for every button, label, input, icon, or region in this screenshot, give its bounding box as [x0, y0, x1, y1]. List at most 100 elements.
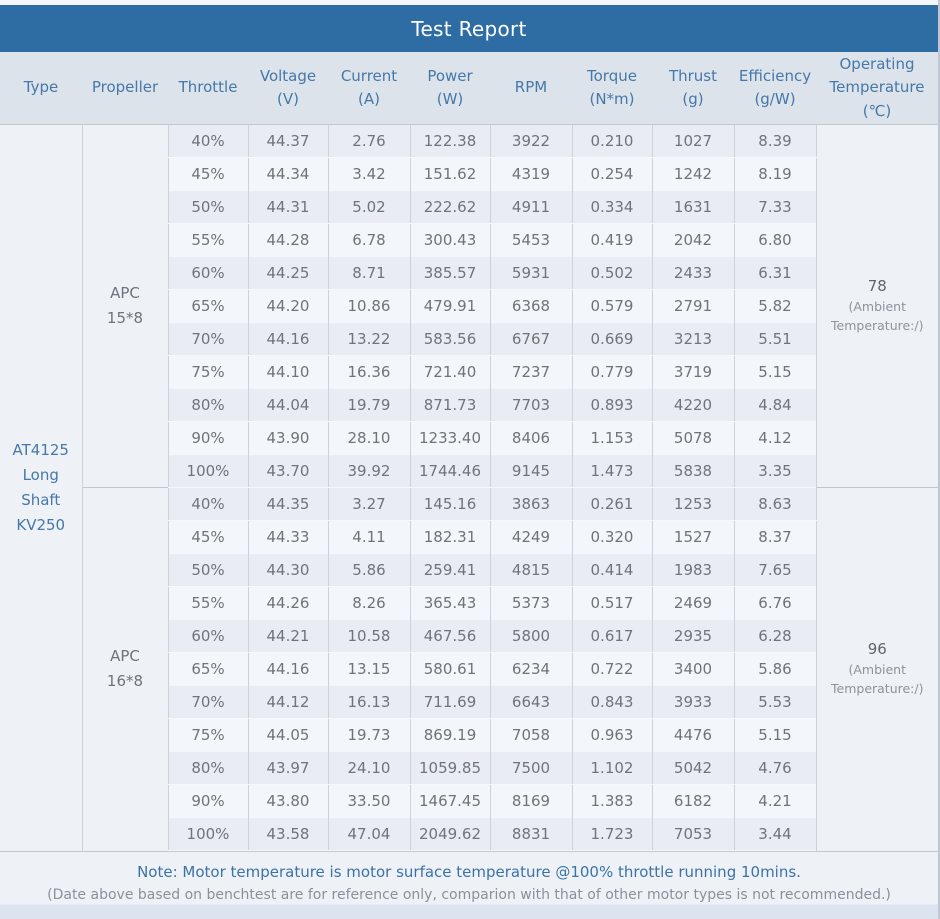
value-cell: 44.21	[247, 619, 328, 653]
value-cell: 44.12	[247, 685, 328, 719]
value-cell: 5.02	[327, 190, 410, 224]
value-cell: 3213	[651, 322, 734, 356]
operating-temperature-cell: 78 (Ambient Temperature:/)	[815, 124, 938, 488]
value-cell: 43.70	[247, 454, 328, 488]
page-bottom-strip	[0, 904, 938, 919]
value-cell: 1467.45	[409, 784, 490, 818]
value-cell: 2042	[651, 223, 734, 257]
throttle-cell: 75%	[167, 355, 248, 389]
value-cell: 5.86	[733, 652, 816, 686]
table-row: 100% 43.70 39.92 1744.46 9145 1.473 5838 3.35	[0, 454, 938, 488]
value-cell: 28.10	[327, 421, 410, 455]
value-cell: 0.414	[571, 553, 652, 587]
value-cell: 7.65	[733, 553, 816, 587]
table-row: 45% 44.33 4.11 182.31 4249 0.320 1527 8.37	[0, 520, 938, 554]
throttle-cell: 70%	[167, 322, 248, 356]
table-row: 90% 43.90 28.10 1233.40 8406 1.153 5078 4.12	[0, 421, 938, 455]
table-row: 70% 44.12 16.13 711.69 6643 0.843 3933 5.53	[0, 685, 938, 719]
col-header-rpm: RPM	[490, 52, 572, 125]
value-cell: 5078	[651, 421, 734, 455]
table-row: 100% 43.58 47.04 2049.62 8831 1.723 7053 3.44	[0, 817, 938, 851]
throttle-cell: 75%	[167, 718, 248, 752]
value-cell: 43.90	[247, 421, 328, 455]
value-cell: 0.963	[571, 718, 652, 752]
value-cell: 13.22	[327, 322, 410, 356]
value-cell: 8.39	[733, 124, 816, 158]
value-cell: 4815	[489, 553, 572, 587]
table-row: 60% 44.25 8.71 385.57 5931 0.502 2433 6.31	[0, 256, 938, 290]
table-row: 75% 44.10 16.36 721.40 7237 0.779 3719 5.15	[0, 355, 938, 389]
value-cell: 1.153	[571, 421, 652, 455]
value-cell: 7500	[489, 751, 572, 785]
value-cell: 0.893	[571, 388, 652, 422]
value-cell: 385.57	[409, 256, 490, 290]
value-cell: 44.16	[247, 652, 328, 686]
value-cell: 1744.46	[409, 454, 490, 488]
value-cell: 8169	[489, 784, 572, 818]
value-cell: 3.27	[327, 487, 410, 521]
value-cell: 4319	[489, 157, 572, 191]
value-cell: 4476	[651, 718, 734, 752]
value-cell: 8.26	[327, 586, 410, 620]
col-header-propeller: Propeller	[82, 52, 168, 125]
value-cell: 44.35	[247, 487, 328, 521]
value-cell: 44.30	[247, 553, 328, 587]
value-cell: 3933	[651, 685, 734, 719]
value-cell: 122.38	[409, 124, 490, 158]
value-cell: 0.334	[571, 190, 652, 224]
value-cell: 0.210	[571, 124, 652, 158]
value-cell: 44.25	[247, 256, 328, 290]
report-table-body: AT4125 Long Shaft KV250 APC 15*8 40% 44.37 2…	[0, 124, 938, 851]
value-cell: 5.15	[733, 355, 816, 389]
throttle-cell: 100%	[167, 817, 248, 851]
col-header-torque: Torque (N*m)	[572, 52, 652, 125]
throttle-cell: 55%	[167, 586, 248, 620]
value-cell: 4220	[651, 388, 734, 422]
value-cell: 9145	[489, 454, 572, 488]
value-cell: 5042	[651, 751, 734, 785]
throttle-cell: 40%	[167, 487, 248, 521]
value-cell: 300.43	[409, 223, 490, 257]
page-top-margin	[0, 0, 938, 5]
value-cell: 0.254	[571, 157, 652, 191]
throttle-cell: 90%	[167, 421, 248, 455]
value-cell: 1527	[651, 520, 734, 554]
table-row: 80% 44.04 19.79 871.73 7703 0.893 4220 4.84	[0, 388, 938, 422]
value-cell: 1059.85	[409, 751, 490, 785]
value-cell: 4.76	[733, 751, 816, 785]
table-row: 50% 44.31 5.02 222.62 4911 0.334 1631 7.33	[0, 190, 938, 224]
value-cell: 4.84	[733, 388, 816, 422]
motor-type-cell: AT4125 Long Shaft KV250	[0, 124, 82, 851]
value-cell: 7058	[489, 718, 572, 752]
value-cell: 44.16	[247, 322, 328, 356]
value-cell: 0.502	[571, 256, 652, 290]
value-cell: 44.28	[247, 223, 328, 257]
value-cell: 3719	[651, 355, 734, 389]
value-cell: 0.419	[571, 223, 652, 257]
value-cell: 4911	[489, 190, 572, 224]
table-row: 75% 44.05 19.73 869.19 7058 0.963 4476 5.15	[0, 718, 938, 752]
table-row: 50% 44.30 5.86 259.41 4815 0.414 1983 7.65	[0, 553, 938, 587]
propeller-cell: APC 16*8	[81, 487, 168, 851]
value-cell: 7.33	[733, 190, 816, 224]
value-cell: 44.05	[247, 718, 328, 752]
value-cell: 44.31	[247, 190, 328, 224]
value-cell: 6.78	[327, 223, 410, 257]
value-cell: 151.62	[409, 157, 490, 191]
value-cell: 3400	[651, 652, 734, 686]
value-cell: 0.617	[571, 619, 652, 653]
throttle-cell: 60%	[167, 256, 248, 290]
value-cell: 43.97	[247, 751, 328, 785]
value-cell: 259.41	[409, 553, 490, 587]
throttle-cell: 55%	[167, 223, 248, 257]
value-cell: 711.69	[409, 685, 490, 719]
table-row: 60% 44.21 10.58 467.56 5800 0.617 2935 6.28	[0, 619, 938, 653]
value-cell: 6767	[489, 322, 572, 356]
value-cell: 6368	[489, 289, 572, 323]
value-cell: 5838	[651, 454, 734, 488]
value-cell: 0.779	[571, 355, 652, 389]
throttle-cell: 65%	[167, 652, 248, 686]
col-header-efficiency: Efficiency (g/W)	[734, 52, 816, 125]
value-cell: 0.722	[571, 652, 652, 686]
value-cell: 3863	[489, 487, 572, 521]
